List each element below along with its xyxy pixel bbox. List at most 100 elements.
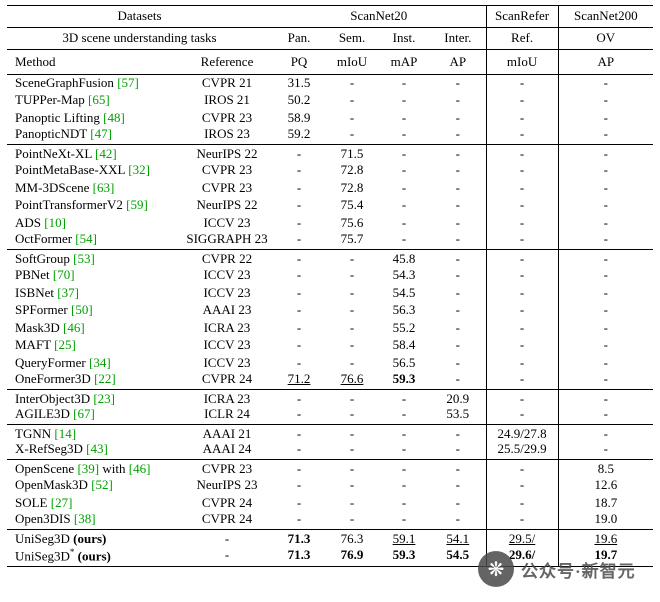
table-row: PointMetaBase-XXL [32] CVPR 23-72.8- - - - <box>7 162 654 180</box>
value-cell: - <box>349 512 355 527</box>
value-cell: - <box>455 92 460 108</box>
header-row-metrics: Method Reference PQ mIoU mAP AP mIoU AP <box>7 49 654 75</box>
value-cell: - <box>272 459 327 477</box>
citation-link[interactable]: [48] <box>103 109 125 125</box>
value-cell: - <box>401 442 407 457</box>
citation-link[interactable]: [57] <box>117 75 139 91</box>
method-name: UniSeg3D <box>15 531 74 547</box>
value-cell: - <box>430 424 487 442</box>
value-cell: - <box>557 302 654 320</box>
value-cell: - <box>557 162 654 180</box>
value-cell: 53.5 <box>446 407 470 422</box>
value-cell: - <box>485 319 559 337</box>
value-cell: - <box>557 372 654 390</box>
value-cell: - <box>557 337 654 355</box>
method-cell: QueryFormer [34] <box>7 355 182 373</box>
table-row: OpenMask3D [52] NeurIPS 23- - - - -12.6 <box>7 477 654 495</box>
value-cell: 58.9 <box>287 109 311 125</box>
header-task-sem: Sem. <box>326 27 379 50</box>
table-row: PointTransformerV2 [59] NeurIPS 22-75.4- -… <box>7 197 654 215</box>
value-cell: - <box>401 109 407 125</box>
value-cell: - <box>455 232 460 247</box>
method-name: MM-3DScene <box>15 179 93 195</box>
table-row: QueryFormer [34] ICCV 23- -56.5- - - <box>7 354 654 373</box>
value-cell: - <box>401 75 407 91</box>
method-cell: UniSeg3D* (ours) <box>7 547 182 568</box>
value-cell: - <box>455 319 460 335</box>
reference-cell: - <box>182 547 273 568</box>
citation-link[interactable]: [63] <box>92 179 115 195</box>
citation-link[interactable]: [65] <box>88 92 110 108</box>
value-cell: - <box>272 144 327 162</box>
citation-link[interactable]: [59] <box>126 197 148 213</box>
value-cell: - <box>378 424 431 442</box>
value-cell: - <box>349 92 355 108</box>
citation-link[interactable]: [47] <box>90 127 112 142</box>
value-cell: - <box>296 232 302 247</box>
method-name: PBNet <box>15 267 53 283</box>
citation-link[interactable]: [50] <box>70 302 93 318</box>
value-cell: - <box>401 232 407 247</box>
header-method-label: Method <box>7 49 182 75</box>
value-cell: - <box>485 144 559 162</box>
value-cell: 58.4 <box>392 337 416 353</box>
method-name: X-RefSeg3D <box>15 442 87 457</box>
method-cell: MM-3DScene [63] <box>7 180 182 198</box>
value-cell: - <box>326 249 379 267</box>
value-cell: - <box>557 197 654 215</box>
value-cell: - <box>455 214 460 230</box>
reference-cell: CVPR 22 <box>182 249 273 267</box>
citation-link[interactable]: [54] <box>75 232 97 247</box>
method-cell: PointNeXt-XL [42] <box>7 144 182 162</box>
value-cell: - <box>485 214 559 232</box>
citation-link[interactable]: [42] <box>95 146 117 162</box>
citation-link[interactable]: [52] <box>91 477 113 493</box>
citation-link[interactable]: [32] <box>128 162 150 178</box>
citation-link[interactable]: [53] <box>73 251 95 267</box>
citation-link[interactable]: [14] <box>54 426 77 442</box>
reference-cell: ICCV 23 <box>203 284 251 300</box>
citation-link[interactable]: [46] <box>128 461 151 477</box>
method-name: with <box>99 461 129 477</box>
value-cell: - <box>557 319 654 337</box>
header-row-tasks: 3D scene understanding tasks Pan. Sem. I… <box>7 27 654 50</box>
citation-link[interactable]: [67] <box>73 407 95 422</box>
value-cell: 71.3 <box>272 547 327 568</box>
value-cell: - <box>455 127 460 142</box>
value-cell: 59.1 <box>378 529 431 547</box>
citation-link[interactable]: [10] <box>44 214 66 230</box>
method-name: InterObject3D <box>15 391 94 407</box>
citation-link[interactable]: [34] <box>89 354 111 370</box>
value-cell: - <box>401 179 407 195</box>
citation-link[interactable]: [38] <box>73 512 96 527</box>
citation-link[interactable]: [43] <box>86 442 108 457</box>
header-scannet200: ScanNet200 <box>557 5 654 28</box>
citation-link[interactable]: [23] <box>93 391 116 407</box>
reference-cell: SIGGRAPH 23 <box>186 232 268 247</box>
citation-link[interactable]: [22] <box>94 372 116 387</box>
citation-link[interactable]: [27] <box>50 494 73 510</box>
value-cell: - <box>401 197 407 213</box>
value-cell: - <box>296 512 302 527</box>
method-cell: OctFormer [54] <box>7 232 182 250</box>
table-row: OneFormer3D [22] CVPR 24 71.2 76.6 59.3- - - <box>7 372 654 390</box>
table-row: Open3DIS [38] CVPR 24- - - - -19.0 <box>7 512 654 530</box>
value-cell: 75.7 <box>340 232 364 247</box>
value-cell: - <box>296 284 302 300</box>
value-cell: - <box>378 144 431 162</box>
value-cell: - <box>349 442 355 457</box>
citation-link[interactable]: [37] <box>57 284 79 300</box>
value-cell: - <box>557 127 654 145</box>
citation-link[interactable]: [46] <box>63 319 85 335</box>
reference-cell: CVPR 23 <box>201 109 253 125</box>
value-cell: - <box>455 494 460 510</box>
citation-link[interactable]: [39] <box>77 461 100 477</box>
results-table: Datasets ScanNet20 ScanRefer ScanNet200 … <box>7 5 654 568</box>
reference-cell: AAAI 21 <box>182 424 273 442</box>
citation-link[interactable]: [70] <box>52 267 75 283</box>
method-name: (ours) <box>74 548 111 564</box>
citation-link[interactable]: [25] <box>54 337 76 353</box>
method-name: AGILE3D <box>15 407 74 422</box>
value-cell: - <box>296 197 302 213</box>
value-cell: - <box>455 442 460 457</box>
